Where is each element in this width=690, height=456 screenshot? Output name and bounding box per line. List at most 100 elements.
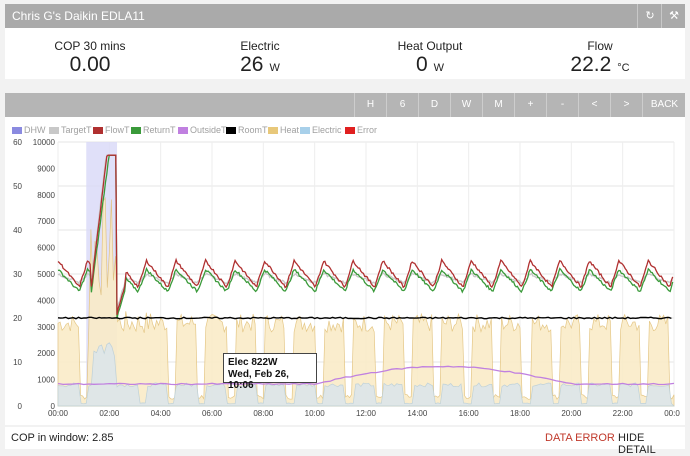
y-right-tick: 2000 [37,349,55,358]
graph-toolbar: H 6 D W M + - < > BACK [5,93,685,117]
y-right-tick: 4000 [37,296,55,305]
cop-window: COP in window: 2.85 [11,432,114,444]
legend-item-roomt[interactable]: RoomT [226,125,268,135]
stat-label: Flow [587,39,613,53]
stat-unit: W [269,62,280,74]
stat-label: Electric [240,39,280,53]
stat-label: COP 30 mins [54,39,126,53]
stat-value: 22.2 [570,53,612,76]
y-right-tick: 0 [51,402,56,411]
legend-item-outsidet[interactable]: OutsideT [178,125,227,135]
data-error-button[interactable]: DATA ERROR [545,432,615,444]
legend-item-flowt[interactable]: FlowT [93,125,130,135]
y-right-tick: 10000 [33,138,56,147]
stats-panel: COP 30 mins 0.00 Electric 26 W Heat Outpu… [5,28,685,79]
x-tick: 06:00 [202,409,223,418]
series-flowt [57,154,674,316]
stat-unit: W [433,62,445,74]
x-tick: 10:00 [305,409,326,418]
y-right-tick: 6000 [37,244,55,253]
series-returnt [57,154,674,319]
y-left-tick: 0 [18,402,23,411]
stat-value: 0 [415,53,428,76]
y-left-tick: 30 [13,270,22,279]
hide-detail-button[interactable]: HIDE DETAIL [618,432,656,456]
y-left-tick: 50 [13,182,22,191]
pan-right-button[interactable]: > [610,93,642,117]
y-left-tick: 20 [13,314,22,323]
x-tick: 00:0 [664,409,680,418]
x-tick: 14:00 [407,409,428,418]
legend-swatch [345,127,355,134]
tooltip-value: Elec 822W [228,357,278,368]
x-tick: 02:00 [99,409,120,418]
range-hour-button[interactable]: H [354,93,386,117]
pan-left-button[interactable]: < [578,93,610,117]
settings-button[interactable]: ⚒ [661,4,686,28]
legend-item-heat[interactable]: Heat [268,125,299,135]
x-tick: 22:00 [613,409,634,418]
chart-tooltip: Elec 822W Wed, Feb 26, 10:06 [223,353,317,391]
series-roomt [57,316,672,320]
legend-label: Electric [312,125,342,135]
x-tick: 18:00 [510,409,531,418]
range-week-button[interactable]: W [450,93,482,117]
legend-item-returnt[interactable]: ReturnT [131,125,176,135]
y-right-tick: 5000 [37,270,55,279]
legend-item-dhw[interactable]: DHW [12,125,46,135]
series-targett [57,154,673,311]
stat-value: 0.00 [69,53,111,76]
tooltip-time: Wed, Feb 26, 10:06 [228,369,289,391]
footer-bar: COP in window: 2.85 DATA ERROR HIDE DETA… [5,427,685,456]
zoom-in-button[interactable]: + [514,93,546,117]
legend-swatch [93,127,103,134]
x-tick: 08:00 [253,409,274,418]
legend-swatch [226,127,236,134]
x-tick: 16:00 [459,409,480,418]
refresh-button[interactable]: ↻ [637,4,662,28]
legend-label: TargetT [61,125,92,135]
y-right-tick: 3000 [37,323,55,332]
y-right-tick: 8000 [37,191,55,200]
cop-window-value: 2.85 [92,432,114,444]
range-month-button[interactable]: M [482,93,514,117]
y-left-tick: 40 [13,226,22,235]
legend-label: FlowT [105,125,130,135]
x-tick: 00:00 [48,409,69,418]
legend-item-electric[interactable]: Electric [300,125,342,135]
legend-label: DHW [24,125,46,135]
legend-swatch [178,127,188,134]
refresh-icon: ↻ [645,10,655,22]
legend-swatch [49,127,59,134]
legend-item-targett[interactable]: TargetT [49,125,92,135]
title-bar: Chris G's Daikin EDLA11 ↻ ⚒ [5,4,685,28]
y-right-tick: 1000 [37,376,55,385]
legend-swatch [268,127,278,134]
wrench-icon: ⚒ [669,10,679,22]
range-6h-button[interactable]: 6 [386,93,418,117]
x-tick: 04:00 [151,409,172,418]
legend-swatch [12,127,22,134]
back-button[interactable]: BACK [642,93,686,117]
y-right-tick: 7000 [37,217,55,226]
legend-swatch [131,127,141,134]
y-right-tick: 9000 [37,164,55,173]
legend-label: RoomT [238,125,268,135]
chart-axes: 0 10 20 30 40 50 60 0 1000 2000 3000 4000 5000 6000 70… [13,138,680,418]
chart-lines [57,154,675,386]
legend-label: OutsideT [190,125,227,135]
y-left-tick: 60 [13,138,22,147]
legend-swatch [300,127,310,134]
legend-label: Heat [280,125,300,135]
x-tick: 12:00 [356,409,377,418]
legend-item-error[interactable]: Error [345,125,377,135]
series-outsidet [57,365,675,386]
stat-value: 26 [240,53,264,76]
zoom-out-button[interactable]: - [546,93,578,117]
range-day-button[interactable]: D [418,93,450,117]
y-left-tick: 10 [13,358,22,367]
legend-label: Error [357,125,377,135]
cop-window-label: COP in window: [11,432,90,444]
page-title: Chris G's Daikin EDLA11 [12,9,145,23]
